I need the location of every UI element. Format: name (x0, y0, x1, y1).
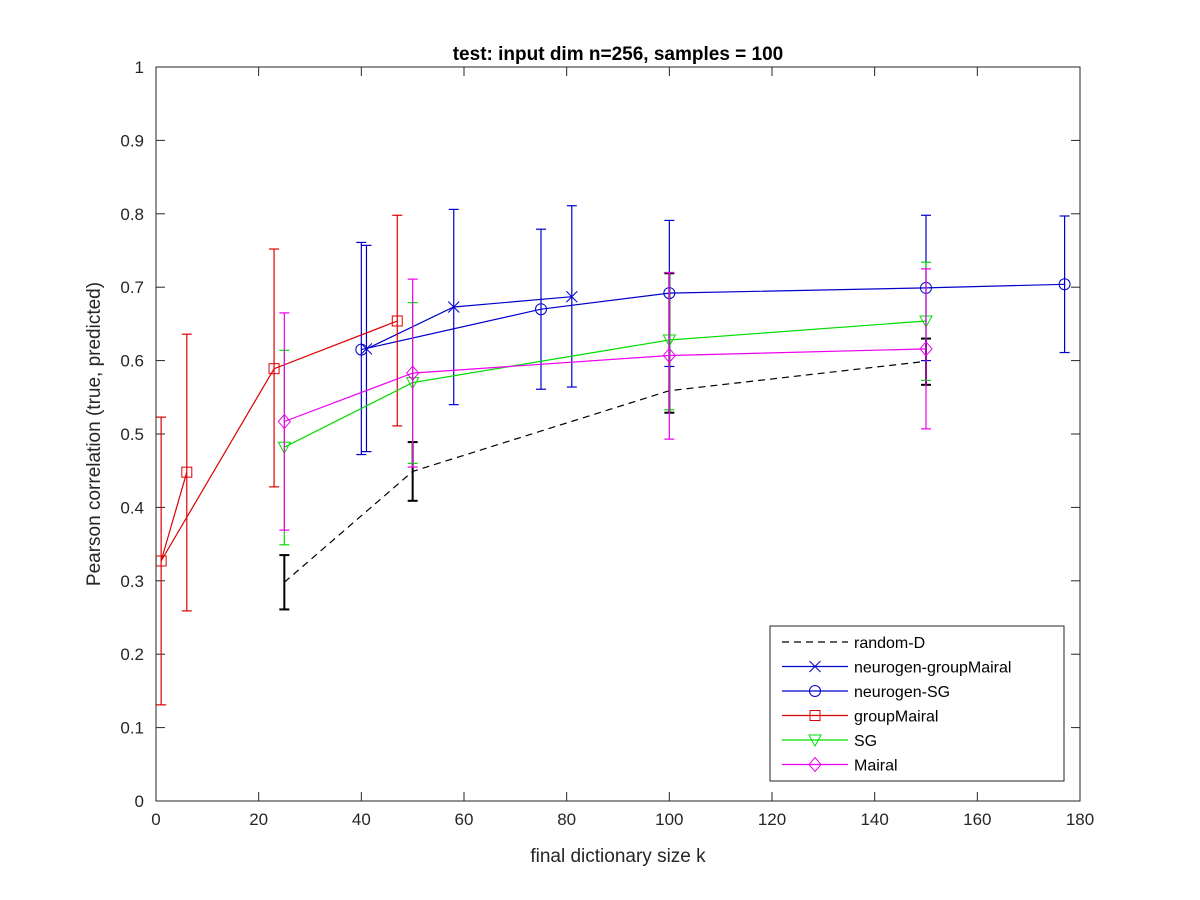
y-tick-label: 0.9 (120, 131, 144, 150)
legend-marker (809, 710, 821, 721)
error-bar (269, 248, 280, 488)
y-tick-label: 1 (135, 58, 144, 77)
y-tick-label: 0.4 (120, 498, 144, 517)
legend-label: Mairal (854, 758, 898, 775)
chart-title: test: input dim n=256, samples = 100 (453, 44, 784, 65)
legend-box (769, 625, 1065, 782)
y-tick-label: 0.6 (120, 352, 144, 371)
x-tick-label: 180 (1066, 810, 1094, 829)
series-line (284, 348, 927, 423)
legend-entry: Mairal (782, 756, 898, 775)
error-bar (921, 268, 931, 430)
data-point (919, 341, 933, 357)
legend-marker (809, 685, 821, 697)
data-point (1058, 278, 1071, 291)
axes-frame (155, 66, 1081, 802)
error-bar (156, 416, 167, 706)
data-point (406, 365, 420, 381)
data-point (181, 466, 193, 478)
legend-label: neurogen-groupMairal (854, 660, 1011, 677)
x-tick-label: 0 (151, 810, 160, 829)
legend-label: random-D (854, 635, 925, 652)
series-line (284, 320, 927, 448)
error-bar (1059, 215, 1070, 354)
legend-label: SG (854, 733, 877, 750)
error-bar (279, 554, 290, 611)
series-line (160, 320, 398, 562)
error-bar (664, 271, 675, 440)
data-point (391, 315, 403, 327)
y-tick-label: 0 (135, 792, 144, 811)
x-tick-label: 100 (655, 810, 683, 829)
legend-label: neurogen-SG (854, 684, 950, 701)
x-tick-label: 80 (557, 810, 576, 829)
y-tick-label: 0.7 (120, 278, 144, 297)
y-tick-label: 0.8 (120, 205, 144, 224)
data-point (277, 413, 291, 430)
legend-marker (808, 756, 822, 773)
error-bar (356, 241, 367, 456)
y-axis-label: Pearson correlation (true, predicted) (84, 282, 105, 586)
x-axis-label: final dictionary size k (530, 846, 706, 867)
x-tick-label: 20 (249, 810, 268, 829)
data-point (535, 303, 547, 316)
error-bar (279, 312, 290, 531)
y-tick-label: 0.5 (120, 425, 144, 444)
error-bar (181, 333, 192, 612)
error-bar (407, 278, 418, 468)
legend: random-D neurogen-groupMairal neurogen-SG g… (769, 625, 1065, 782)
legend-entry: neurogen-groupMairal (782, 660, 1011, 677)
data-point (565, 290, 578, 303)
x-tick-label: 60 (455, 810, 474, 829)
x-tick-label: 40 (352, 810, 371, 829)
y-tick-label: 0.2 (120, 645, 144, 664)
x-tick-label: 140 (860, 810, 888, 829)
legend-entry: neurogen-SG (782, 684, 950, 701)
legend-label: groupMairal (854, 709, 938, 726)
y-tick-label: 0.3 (120, 572, 144, 591)
data-point (662, 347, 676, 364)
legend-marker (809, 660, 821, 673)
legend-entry: SG (782, 733, 877, 750)
y-tick-label: 0.1 (120, 719, 144, 738)
series-Mairal (277, 268, 933, 531)
legend-marker (808, 734, 822, 748)
x-tick-label: 120 (758, 810, 786, 829)
error-bar (536, 228, 546, 390)
x-tick-label: 160 (963, 810, 991, 829)
legend-entry: groupMairal (782, 709, 938, 726)
legend-entry: random-D (782, 635, 925, 652)
data-point (355, 343, 368, 356)
data-point (268, 363, 280, 375)
data-point (447, 301, 460, 313)
series-line (283, 360, 927, 583)
